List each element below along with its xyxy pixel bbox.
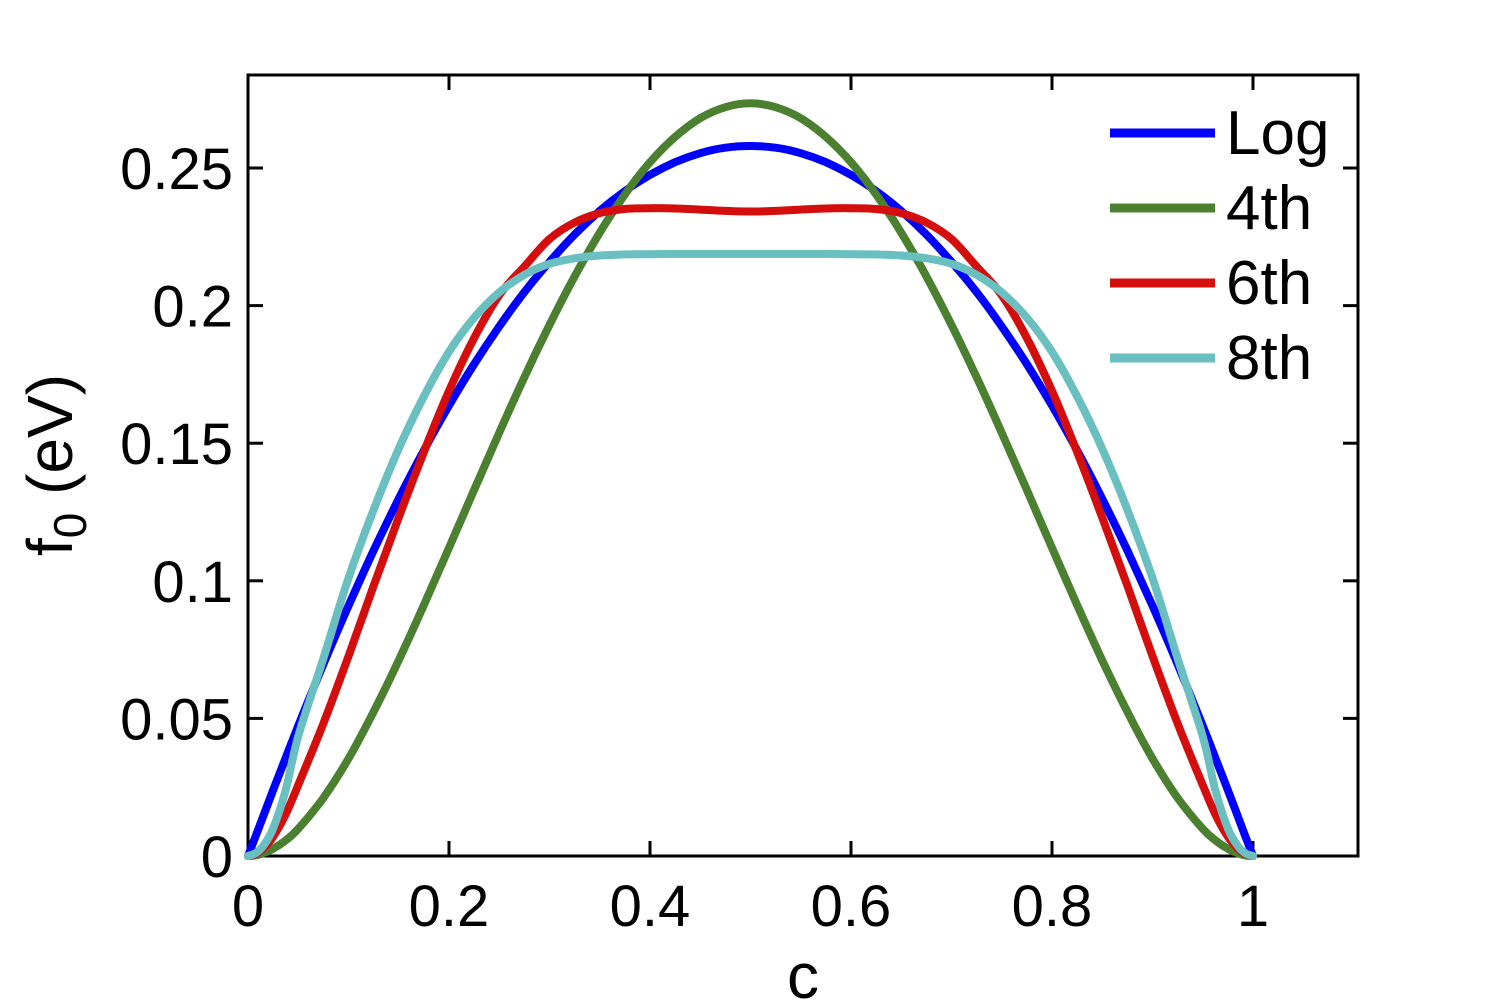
y-axis-label: f0 (eV)	[14, 374, 96, 556]
x-axis-label: c	[787, 940, 819, 1000]
plot-box	[246, 73, 1360, 858]
axis-tick-labels: 0 0.2 0.4 0.6 0.8 1 0 0.05 0.1 0.15 0.2 0.25	[120, 137, 1269, 939]
x-tick-label: 1	[1237, 874, 1269, 939]
curve-4th	[244, 99, 1257, 860]
y-tick-label: 0.15	[120, 412, 233, 477]
curves	[244, 99, 1257, 860]
y-tick-label: 0.2	[152, 275, 233, 340]
legend-label-4th: 4th	[1226, 174, 1312, 243]
curve-log	[244, 142, 1257, 860]
legend-label-6th: 6th	[1226, 249, 1312, 318]
x-tick-label: 0	[232, 874, 264, 939]
x-tick-label: 0.2	[409, 874, 490, 939]
y-tick-label: 0	[201, 825, 233, 890]
axis-labels: c f0 (eV)	[14, 374, 819, 1000]
curve-8th	[244, 249, 1257, 860]
legend-label-log: Log	[1226, 99, 1329, 168]
y-axis-label-main: f	[14, 538, 86, 556]
plot-border	[246, 73, 1360, 858]
curve-6th	[244, 204, 1257, 860]
legend-label-8th: 8th	[1226, 324, 1312, 393]
x-tick-label: 0.6	[811, 874, 892, 939]
y-tick-label: 0.1	[152, 550, 233, 615]
y-tick-label: 0.25	[120, 137, 233, 202]
x-tick-label: 0.4	[610, 874, 691, 939]
x-tick-label: 0.8	[1012, 874, 1093, 939]
y-tick-label: 0.05	[120, 687, 233, 752]
y-axis-label-subscript: 0	[44, 513, 96, 539]
y-axis-label-units: (eV)	[14, 374, 86, 513]
